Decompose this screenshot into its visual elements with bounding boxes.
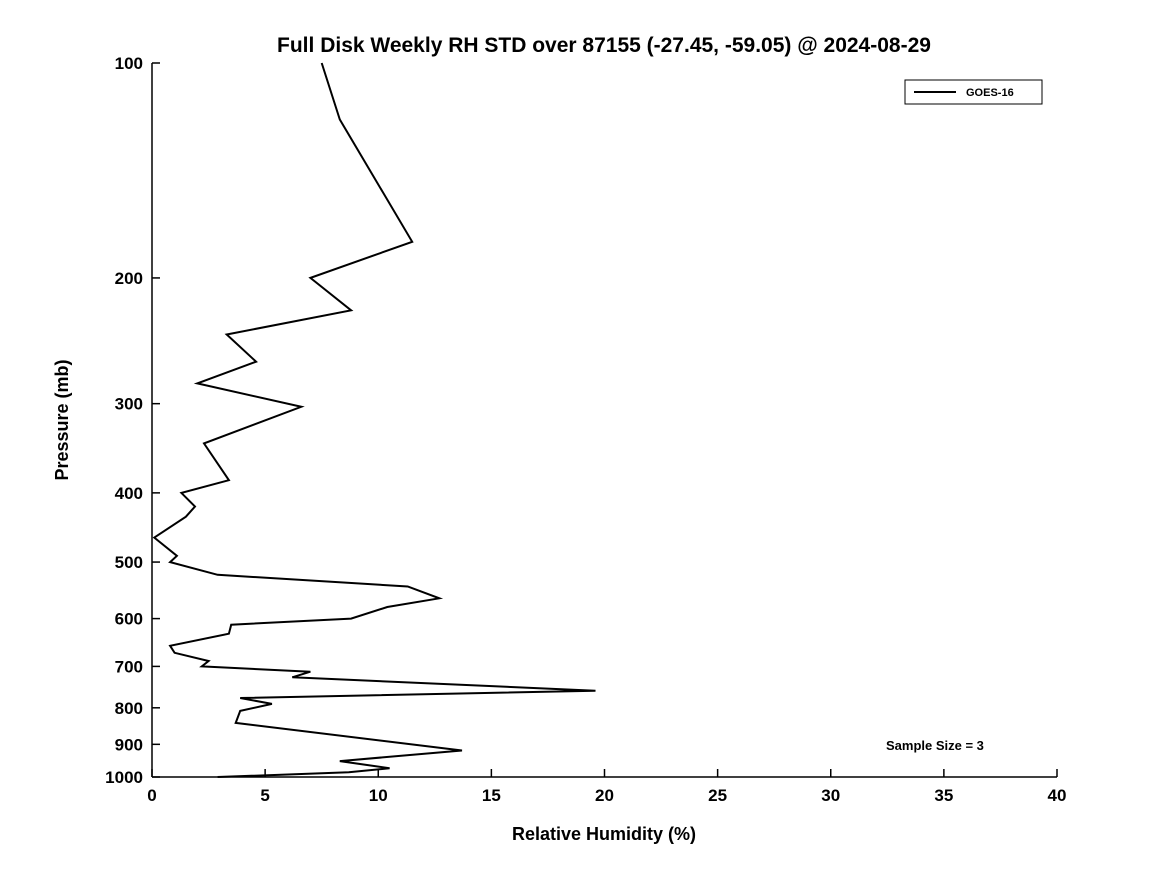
x-axis-label: Relative Humidity (%) xyxy=(512,824,696,844)
legend-label: GOES-16 xyxy=(966,87,1014,99)
x-tick-label: 10 xyxy=(369,786,388,805)
y-tick-label: 200 xyxy=(115,269,143,288)
y-tick-label: 700 xyxy=(115,657,143,676)
y-tick-label: 1000 xyxy=(105,768,143,787)
chart-title: Full Disk Weekly RH STD over 87155 (-27.… xyxy=(277,34,931,57)
sample-size-annotation: Sample Size = 3 xyxy=(886,738,984,753)
x-tick-label: 15 xyxy=(482,786,501,805)
y-tick-label: 400 xyxy=(115,484,143,503)
x-tick-label: 30 xyxy=(821,786,840,805)
y-tick-label: 900 xyxy=(115,735,143,754)
y-tick-label: 300 xyxy=(115,395,143,414)
y-tick-label: 500 xyxy=(115,553,143,572)
axes: 0 5 10 15 20 25 30 35 40 100 200 300 400 500 600 700 800… xyxy=(105,54,1066,805)
y-tick-label: 600 xyxy=(115,610,143,629)
x-tick-label: 5 xyxy=(260,786,269,805)
y-tick-label: 100 xyxy=(115,54,143,73)
x-tick-label: 20 xyxy=(595,786,614,805)
series-line-goes-16 xyxy=(152,62,596,778)
x-tick-label: 40 xyxy=(1048,786,1067,805)
x-tick-label: 25 xyxy=(708,786,727,805)
data-series xyxy=(152,62,596,778)
legend: GOES-16 xyxy=(904,79,1043,105)
x-tick-label: 35 xyxy=(934,786,953,805)
y-tick-label: 800 xyxy=(115,699,143,718)
y-axis-label: Pressure (mb) xyxy=(52,359,72,480)
x-tick-label: 0 xyxy=(147,786,156,805)
